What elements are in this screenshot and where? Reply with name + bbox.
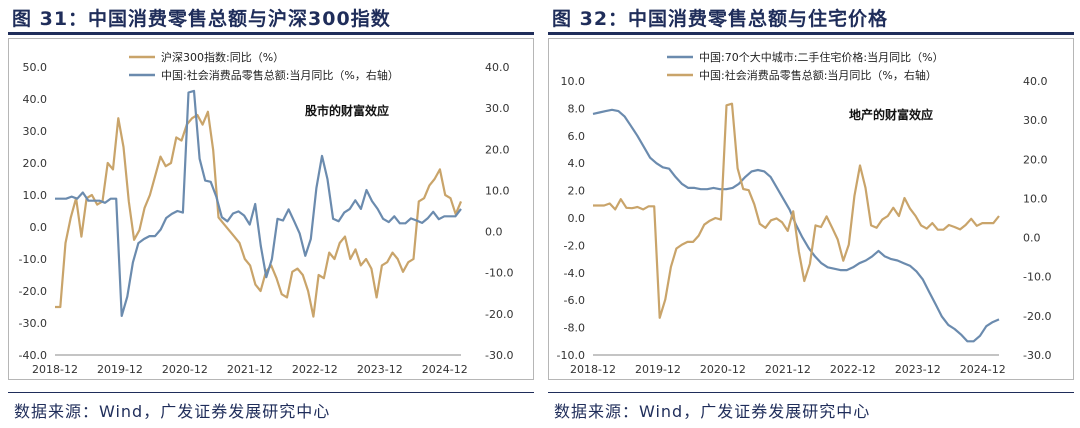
- figure-32-title-rule: [548, 32, 1074, 35]
- x-tick-label: 2024-12: [960, 363, 1006, 376]
- chart-annotation: 股市的财富效应: [305, 103, 389, 118]
- y-left-tick-label: 8.0: [568, 102, 586, 115]
- y-right-tick-label: -10.0: [485, 267, 513, 280]
- y-left-tick-label: 30.0: [23, 125, 48, 138]
- y-left-tick-label: 4.0: [568, 157, 586, 170]
- y-right-tick-label: -10.0: [1023, 271, 1051, 284]
- x-tick-label: 2020-12: [700, 363, 746, 376]
- y-left-tick-label: -30.0: [19, 317, 47, 330]
- x-tick-label: 2021-12: [765, 363, 811, 376]
- y-left-tick-label: -20.0: [19, 285, 47, 298]
- figure-31-title: 图 31：中国消费零售总额与沪深300指数: [12, 8, 391, 30]
- y-left-tick-label: -10.0: [19, 253, 47, 266]
- x-tick-label: 2023-12: [357, 363, 403, 376]
- y-right-tick-label: 30.0: [485, 102, 510, 115]
- y-left-tick-label: -4.0: [564, 267, 585, 280]
- y-left-tick-label: -2.0: [564, 239, 585, 252]
- y-left-tick-label: 2.0: [568, 185, 586, 198]
- y-right-tick-label: 30.0: [1023, 114, 1048, 127]
- y-left-tick-label: 50.0: [23, 61, 48, 74]
- figure-32-chart: 10.0 8.0 6.0 4.0 2.0 0.0 -2.0 -4.0 -6.0 -8.0 -10.0…: [557, 50, 1052, 376]
- y-right-tick-label: 20.0: [485, 143, 510, 156]
- y-right-tick-label: -30.0: [485, 349, 513, 362]
- x-tick-label: 2019-12: [97, 363, 143, 376]
- x-tick-label: 2021-12: [227, 363, 273, 376]
- y-left-tick-label: -8.0: [564, 322, 585, 335]
- figure-32-panel: 图 32：中国消费零售总额与住宅价格 10.0 8.0 6.0 4.0 2.0 0.0 -2…: [540, 0, 1080, 428]
- x-tick-label: 2018-12: [32, 363, 78, 376]
- y-left-tick-label: 20.0: [23, 157, 48, 170]
- legend-label: 沪深300指数:同比（%）: [161, 50, 284, 64]
- x-tick-label: 2022-12: [830, 363, 876, 376]
- x-tick-label: 2023-12: [895, 363, 941, 376]
- y-left-tick-label: -10.0: [557, 349, 585, 362]
- y-right-tick-label: -30.0: [1023, 349, 1051, 362]
- series-line-2: [593, 102, 1000, 319]
- x-tick-label: 2024-12: [422, 363, 468, 376]
- figure-31-panel: 图 31：中国消费零售总额与沪深300指数 50.0 40.0 30.0 20.0 10…: [8, 8, 534, 421]
- figure-32-source: 数据来源：Wind，广发证券发展研究中心: [554, 402, 871, 421]
- x-tick-label: 2022-12: [292, 363, 338, 376]
- y-left-tick-label: 10.0: [23, 189, 48, 202]
- legend-label: 中国:社会消费品零售总额:当月同比（%，右轴）: [161, 68, 399, 82]
- figure-31-chart: 50.0 40.0 30.0 20.0 10.0 0.0 -10.0 -20.0 -30.0 -4…: [19, 50, 514, 376]
- y-left-tick-label: 40.0: [23, 93, 48, 106]
- figure-32-chart-frame: 10.0 8.0 6.0 4.0 2.0 0.0 -2.0 -4.0 -6.0 -8.0 -10.0…: [548, 38, 1074, 380]
- y-right-tick-label: 40.0: [1023, 75, 1048, 88]
- legend-label: 中国:社会消费品零售总额:当月同比（%，右轴）: [699, 68, 937, 82]
- y-right-tick-label: -20.0: [1023, 310, 1051, 323]
- figure-31-source-rule: [8, 392, 534, 393]
- y-right-tick-label: 0.0: [1023, 232, 1041, 245]
- y-left-tick-label: 6.0: [568, 130, 586, 143]
- y-left-tick-label: 10.0: [561, 75, 586, 88]
- x-tick-label: 2018-12: [570, 363, 616, 376]
- series-line-2: [55, 89, 462, 317]
- x-tick-label: 2019-12: [635, 363, 681, 376]
- series-line-1: [55, 110, 463, 318]
- figure-31-chart-frame: 50.0 40.0 30.0 20.0 10.0 0.0 -10.0 -20.0 -30.0 -4…: [8, 38, 534, 380]
- chart-annotation: 地产的财富效应: [849, 107, 933, 122]
- y-right-tick-label: 10.0: [1023, 192, 1048, 205]
- y-left-tick-label: 0.0: [568, 212, 586, 225]
- y-right-tick-label: 10.0: [485, 184, 510, 197]
- figure-32-title: 图 32：中国消费零售总额与住宅价格: [552, 8, 889, 30]
- legend-label: 中国:70个大中城市:二手住宅价格:当月同比（%）: [699, 50, 944, 64]
- figure-31-source: 数据来源：Wind，广发证券发展研究中心: [14, 402, 331, 421]
- y-right-tick-label: 20.0: [1023, 153, 1048, 166]
- y-right-tick-label: -20.0: [485, 308, 513, 321]
- y-left-tick-label: -6.0: [564, 294, 585, 307]
- x-tick-label: 2020-12: [162, 363, 208, 376]
- y-right-tick-label: 0.0: [485, 226, 503, 239]
- y-left-tick-label: -40.0: [19, 349, 47, 362]
- y-right-tick-label: 40.0: [485, 61, 510, 74]
- y-left-tick-label: 0.0: [30, 221, 48, 234]
- figure-32-source-rule: [548, 392, 1074, 393]
- figure-31-title-rule: [8, 32, 534, 35]
